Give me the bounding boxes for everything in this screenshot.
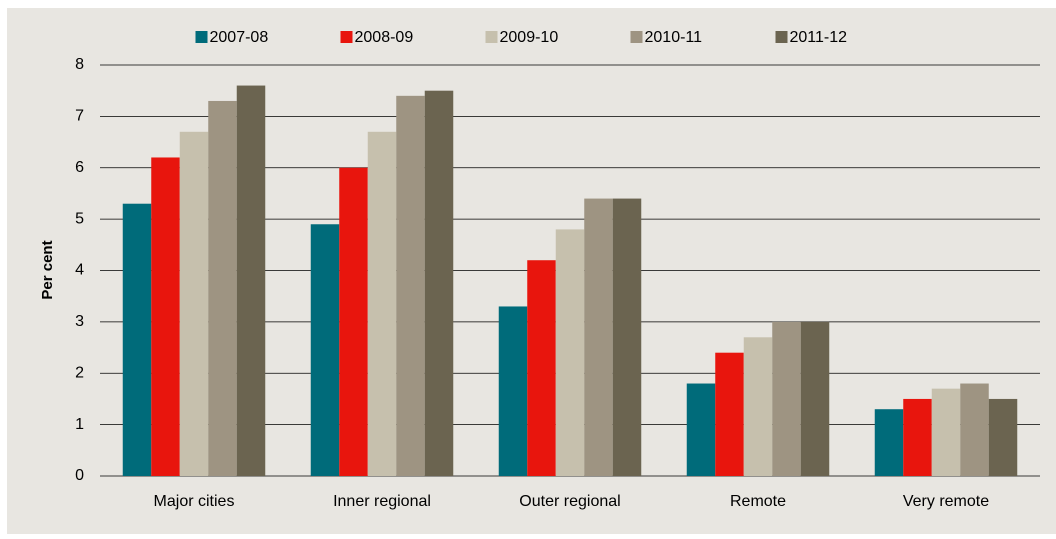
bar: [903, 398, 932, 476]
y-tick-label: 2: [75, 364, 84, 381]
bar: [179, 131, 209, 476]
bar: [122, 203, 152, 476]
bar: [310, 224, 340, 476]
y-axis-label: Per cent: [39, 240, 56, 299]
bar: [396, 95, 425, 476]
legend-swatch: [195, 31, 208, 43]
y-tick-label: 1: [75, 416, 84, 433]
y-tick-label: 5: [75, 210, 84, 227]
x-tick-label: Very remote: [903, 493, 989, 510]
bar: [960, 383, 989, 476]
x-tick-label: Remote: [730, 493, 786, 510]
bar: [874, 409, 904, 476]
x-tick-label: Inner regional: [333, 493, 431, 510]
bar: [988, 398, 1018, 476]
bar: [424, 90, 454, 476]
bar: [555, 229, 585, 476]
bar: [236, 85, 266, 477]
legend-swatch: [775, 31, 788, 43]
bar: [612, 198, 642, 476]
y-tick-label: 8: [75, 56, 84, 73]
bar: [527, 260, 556, 476]
y-tick-label: 4: [75, 262, 84, 279]
legend-swatch: [630, 31, 643, 43]
y-tick-label: 6: [75, 159, 84, 176]
bar: [367, 131, 397, 476]
legend-label: 2008-09: [355, 29, 414, 46]
bar: [686, 383, 716, 476]
y-tick-label: 0: [75, 467, 84, 484]
bar: [772, 321, 801, 476]
bar: [584, 198, 613, 476]
x-tick-label: Major cities: [154, 493, 235, 510]
bar: [931, 388, 961, 476]
legend-label: 2007-08: [210, 29, 269, 46]
bar: [151, 157, 180, 476]
y-tick-label: 3: [75, 313, 84, 330]
legend-swatch: [485, 31, 498, 43]
bar: [208, 100, 237, 477]
legend-label: 2010-11: [645, 29, 703, 46]
bar: [339, 167, 368, 476]
y-tick-label: 7: [75, 108, 84, 125]
x-tick-label: Outer regional: [519, 493, 620, 510]
legend-label: 2009-10: [500, 29, 559, 46]
bar: [800, 321, 830, 476]
bar: [498, 306, 528, 476]
legend-swatch: [340, 31, 353, 43]
legend-label: 2011-12: [790, 29, 848, 46]
bar: [743, 337, 773, 476]
bar: [715, 352, 744, 476]
